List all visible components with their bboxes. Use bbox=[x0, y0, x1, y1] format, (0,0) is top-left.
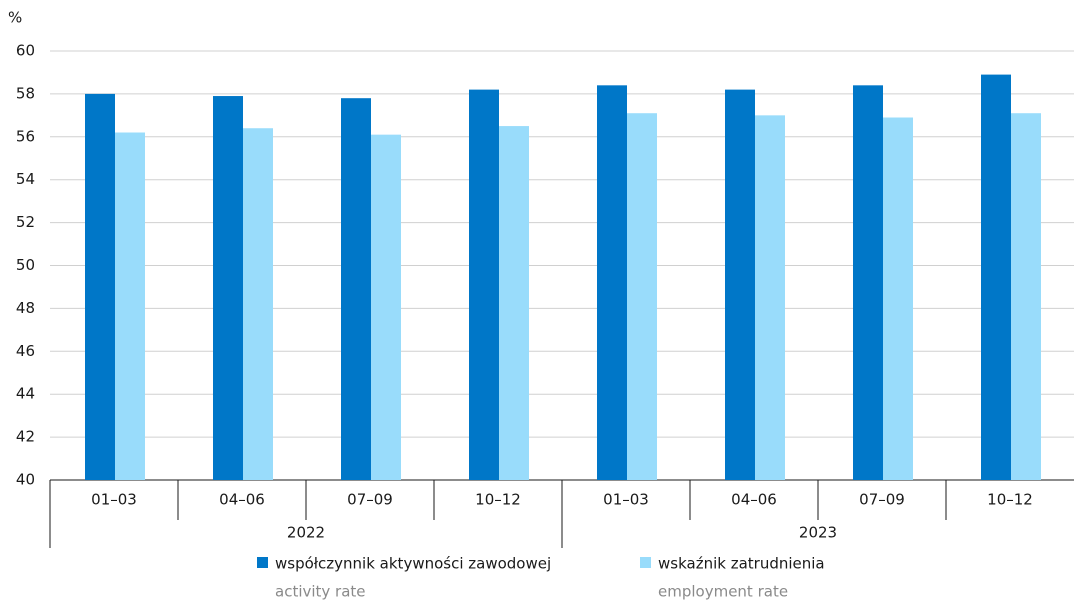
legend-sublabel: activity rate bbox=[275, 583, 366, 601]
legend-label: wskaźnik zatrudnienia bbox=[658, 555, 825, 573]
bar bbox=[371, 134, 401, 480]
bar bbox=[883, 117, 913, 481]
bar bbox=[469, 89, 499, 481]
bar bbox=[499, 126, 529, 480]
bar bbox=[853, 85, 883, 480]
bar bbox=[1011, 113, 1041, 480]
year-label: 2023 bbox=[799, 524, 837, 542]
bar bbox=[243, 128, 273, 480]
legend-sublabel: employment rate bbox=[658, 583, 788, 601]
y-tick-label: 48 bbox=[16, 299, 35, 317]
x-tick-label: 04–06 bbox=[731, 491, 777, 509]
y-tick-label: 54 bbox=[16, 170, 35, 188]
y-tick-label: 50 bbox=[16, 256, 35, 274]
year-label: 2022 bbox=[287, 524, 325, 542]
bar bbox=[755, 115, 785, 480]
bar bbox=[85, 93, 115, 481]
x-tick-label: 07–09 bbox=[347, 491, 393, 509]
bar bbox=[597, 85, 627, 480]
bar bbox=[213, 96, 243, 481]
y-tick-label: 44 bbox=[16, 385, 35, 403]
y-tick-label: 60 bbox=[16, 42, 35, 60]
legend-swatch bbox=[640, 557, 651, 568]
x-tick-label: 07–09 bbox=[859, 491, 905, 509]
x-tick-label: 10–12 bbox=[987, 491, 1033, 509]
y-tick-label: 58 bbox=[16, 84, 35, 102]
bar bbox=[627, 113, 657, 480]
x-tick-label: 01–03 bbox=[91, 491, 137, 509]
y-tick-label: 52 bbox=[16, 213, 35, 231]
bar bbox=[115, 132, 145, 480]
bar bbox=[341, 98, 371, 480]
bar bbox=[981, 74, 1011, 480]
legend-label: współczynnik aktywności zawodowej bbox=[275, 555, 551, 573]
y-tick-label: 56 bbox=[16, 127, 35, 145]
y-axis-label: % bbox=[8, 9, 22, 27]
bar bbox=[725, 89, 755, 481]
y-tick-label: 40 bbox=[16, 471, 35, 489]
x-tick-label: 04–06 bbox=[219, 491, 265, 509]
y-tick-label: 46 bbox=[16, 342, 35, 360]
x-tick-label: 10–12 bbox=[475, 491, 521, 509]
x-tick-label: 01–03 bbox=[603, 491, 649, 509]
y-tick-label: 42 bbox=[16, 428, 35, 446]
legend-swatch bbox=[257, 557, 268, 568]
